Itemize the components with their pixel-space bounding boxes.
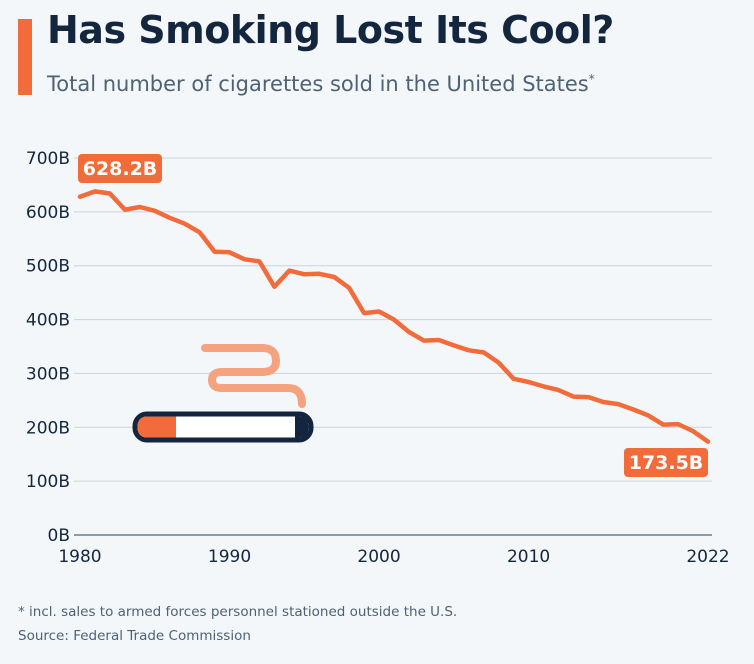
y-tick-label: 100B	[26, 472, 70, 492]
chart-title: Has Smoking Lost Its Cool?	[47, 8, 614, 52]
y-tick-label: 200B	[26, 418, 70, 438]
accent-bar	[18, 19, 32, 95]
x-tick-label: 1990	[208, 547, 251, 567]
grid-layer: 0B 100B 200B 300B 400B 500B 600B 700B 1980 1990 20…	[26, 149, 730, 567]
x-tick-label: 2022	[686, 547, 729, 567]
y-tick-label: 700B	[26, 149, 70, 169]
cigarette-icon	[132, 411, 314, 443]
data-label: 173.5B	[629, 452, 704, 474]
cigarette-illustration	[132, 344, 314, 443]
x-tick-label: 2010	[507, 547, 550, 567]
x-tick-label: 1980	[58, 547, 101, 567]
series-line	[77, 189, 711, 444]
footnote: * incl. sales to armed forces personnel …	[18, 604, 458, 620]
y-tick-label: 500B	[26, 257, 70, 277]
smoke-icon	[201, 344, 306, 408]
y-tick-label: 400B	[26, 311, 70, 331]
chart-subtitle: Total number of cigarettes sold in the U…	[47, 72, 595, 96]
data-label-box	[78, 154, 162, 183]
y-tick-label: 0B	[48, 526, 70, 546]
data-label: 628.2B	[83, 158, 158, 180]
y-tick-label: 600B	[26, 203, 70, 223]
x-tick-label: 2000	[357, 547, 400, 567]
subtitle-footnote-mark: *	[588, 72, 595, 86]
line-chart: 0B 100B 200B 300B 400B 500B 600B 700B 1980 1990 20…	[26, 149, 730, 567]
subtitle-text: Total number of cigarettes sold in the U…	[47, 72, 589, 96]
data-label-box	[624, 448, 708, 477]
y-tick-label: 300B	[26, 364, 70, 384]
source: Source: Federal Trade Commission	[18, 628, 251, 644]
series-layer	[77, 189, 711, 444]
label-layer: 628.2B 173.5B	[78, 154, 708, 477]
